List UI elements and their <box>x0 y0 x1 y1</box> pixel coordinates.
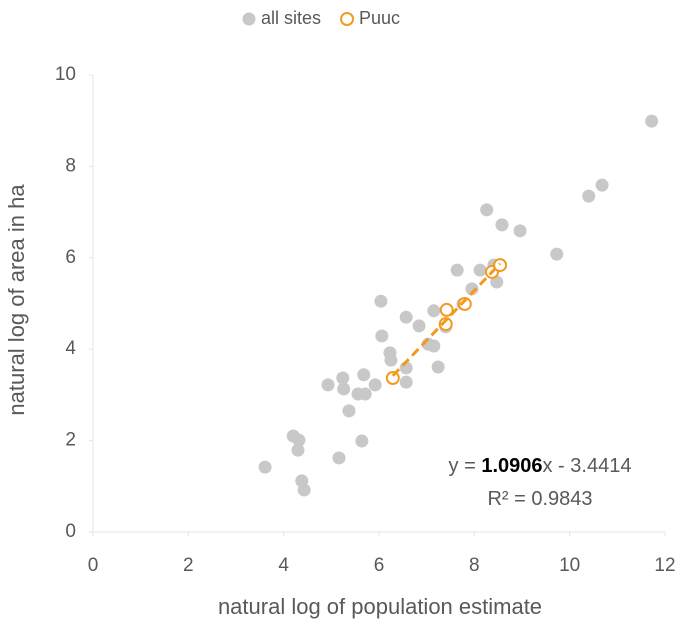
trend-equation: y = 1.0906x - 3.4414 <box>449 455 632 477</box>
legend-label: Puuc <box>359 8 400 28</box>
data-point <box>645 114 659 128</box>
equation-middle: x - <box>543 455 571 477</box>
data-point <box>291 443 305 457</box>
data-point <box>368 378 382 392</box>
legend-marker <box>340 12 355 26</box>
trend-line <box>391 262 502 377</box>
x-tick-label: 6 <box>374 555 385 576</box>
data-point <box>438 317 453 332</box>
x-tick-label: 10 <box>559 555 580 576</box>
data-point <box>595 178 609 192</box>
equation-slope: 1.0906 <box>481 455 542 477</box>
data-point <box>374 294 388 308</box>
trend-r2: R² = 0.9843 <box>487 488 592 510</box>
data-point <box>465 282 479 296</box>
data-point <box>336 371 350 385</box>
data-point <box>431 360 445 374</box>
data-point <box>297 483 311 497</box>
y-tick-label: 6 <box>65 247 76 268</box>
legend-marker <box>242 12 256 26</box>
y-tick-label: 2 <box>65 430 76 451</box>
data-point <box>321 378 335 392</box>
data-point <box>375 329 389 343</box>
data-point <box>550 247 564 261</box>
legend-label: all sites <box>261 8 321 28</box>
y-tick-label: 4 <box>65 338 76 359</box>
equation-intercept: 3.4414 <box>570 455 631 477</box>
data-point <box>337 382 351 396</box>
data-point <box>258 460 272 474</box>
data-point <box>399 310 413 324</box>
x-tick-label: 12 <box>654 555 675 576</box>
y-tick-label: 10 <box>55 64 76 85</box>
data-point <box>358 387 372 401</box>
data-point <box>582 189 596 203</box>
data-point <box>480 203 494 217</box>
y-tick-label: 0 <box>65 521 76 542</box>
data-point <box>427 339 441 353</box>
data-point <box>495 218 509 232</box>
x-tick-label: 0 <box>88 555 99 576</box>
data-point <box>427 304 441 318</box>
data-point <box>384 353 398 367</box>
equation-prefix: y = <box>449 455 482 477</box>
data-point <box>457 296 472 311</box>
data-point <box>357 368 371 382</box>
y-axis-title: natural log of area in ha <box>4 184 29 416</box>
r2-value: 0.9843 <box>531 488 592 510</box>
data-point <box>513 224 527 238</box>
data-point <box>473 263 487 277</box>
data-point <box>355 434 369 448</box>
y-tick-label: 8 <box>65 155 76 176</box>
data-point <box>342 404 356 418</box>
x-tick-label: 2 <box>183 555 194 576</box>
data-point <box>292 433 306 447</box>
x-tick-label: 8 <box>469 555 480 576</box>
data-point <box>412 319 426 333</box>
x-tick-label: 4 <box>278 555 289 576</box>
x-axis-title: natural log of population estimate <box>218 594 542 619</box>
data-point <box>439 302 454 317</box>
data-point <box>332 451 346 465</box>
data-point <box>450 263 464 277</box>
data-point <box>399 375 413 389</box>
r2-prefix: R² = <box>487 488 531 510</box>
data-point <box>385 370 400 385</box>
